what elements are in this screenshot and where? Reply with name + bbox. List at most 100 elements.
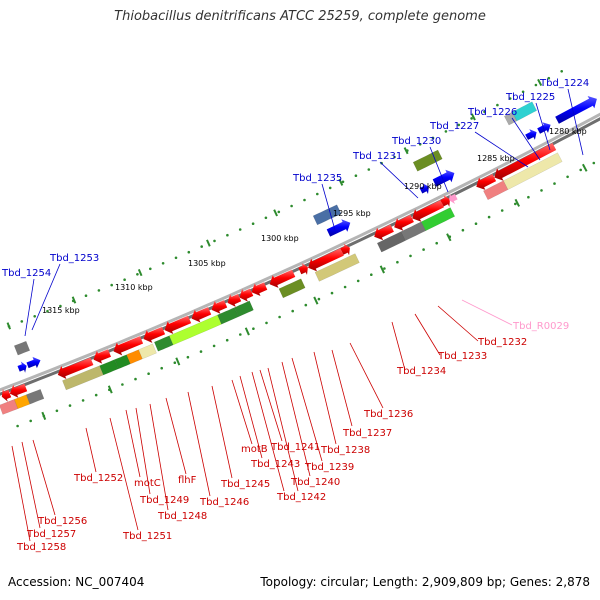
outer-dots <box>367 168 371 171</box>
major-tick <box>137 268 143 277</box>
inner-dots <box>239 333 242 336</box>
reverse-gene-label[interactable]: Tbd_1242 <box>276 492 326 503</box>
reverse-gene-arrow <box>412 200 444 222</box>
major-tick <box>175 357 181 366</box>
forward-gene-label[interactable]: Tbd_1231 <box>352 151 402 162</box>
cog-box <box>168 314 222 346</box>
reverse-gene-arrow <box>227 294 242 307</box>
cog-box <box>13 340 31 356</box>
backbone-top <box>0 112 600 392</box>
outer-dots <box>213 239 216 243</box>
outer-dots <box>33 315 36 318</box>
inner-dots <box>252 327 255 331</box>
inner-dots <box>579 168 582 172</box>
reverse-gene-arrow <box>251 282 268 296</box>
outer-dots <box>136 273 139 276</box>
outer-dots <box>46 309 49 313</box>
cog-box <box>278 278 306 299</box>
forward-gene-arrow <box>432 169 455 187</box>
reverse-gene-arrow <box>9 383 28 398</box>
forward-gene-arrow <box>537 122 551 134</box>
inner-dots <box>435 241 439 245</box>
reverse-gene-label[interactable]: Tbd_1232 <box>477 337 527 348</box>
label-leader-line <box>125 409 141 478</box>
major-tick <box>41 411 47 420</box>
cog-box <box>503 152 563 190</box>
reverse-gene-label[interactable]: Tbd_1240 <box>290 477 340 488</box>
label-leader-line <box>429 146 449 193</box>
major-tick <box>206 239 211 247</box>
reverse-gene-label[interactable]: Tbd_1252 <box>73 473 123 484</box>
inner-dots <box>409 254 412 258</box>
major-tick <box>446 233 452 242</box>
label-leader-line <box>109 417 139 531</box>
reverse-gene-label[interactable]: motB <box>241 444 268 455</box>
reverse-gene-label[interactable]: Tbd_1249 <box>139 495 189 506</box>
label-leader-line <box>85 427 97 473</box>
forward-gene-label[interactable]: Tbd_1224 <box>539 78 589 89</box>
scale-label: 1285 kbp <box>477 154 515 163</box>
reverse-gene-label[interactable]: Tbd_1243 <box>250 459 300 470</box>
reverse-gene-label[interactable]: Tbd_1241 <box>270 442 320 453</box>
inner-dots <box>160 366 163 370</box>
outer-dots <box>123 278 126 282</box>
label-leader-line <box>259 369 283 442</box>
major-tick <box>6 322 12 330</box>
forward-gene-arrow <box>326 219 351 237</box>
label-leader-line <box>313 351 337 445</box>
inner-dots <box>343 285 347 289</box>
reverse-gene-label[interactable]: Tbd_1239 <box>304 462 354 473</box>
reverse-gene-arrow <box>374 224 394 241</box>
label-leader-line <box>331 349 353 427</box>
inner-dots <box>566 175 569 179</box>
label-leader-line <box>21 441 41 529</box>
outer-dots <box>354 174 358 177</box>
reverse-gene-arrow <box>57 357 94 379</box>
reverse-gene-label[interactable]: flhF <box>178 475 197 486</box>
forward-gene-arrow <box>555 96 597 124</box>
reverse-gene-arrow <box>494 143 557 181</box>
forward-gene-label[interactable]: Tbd_1227 <box>429 121 479 132</box>
rna-gene-label[interactable]: Tbd_R0029 <box>512 321 569 332</box>
reverse-gene-label[interactable]: Tbd_1257 <box>26 529 76 540</box>
forward-gene-label[interactable]: Tbd_1230 <box>391 136 441 147</box>
label-leader-line <box>474 131 529 168</box>
major-tick <box>514 198 521 207</box>
label-leader-line <box>267 367 299 492</box>
inner-dots <box>186 355 190 359</box>
inner-dots <box>527 195 530 199</box>
label-leader-line <box>211 385 233 479</box>
forward-gene-label[interactable]: Tbd_1253 <box>49 253 99 264</box>
reverse-gene-label[interactable]: Tbd_1258 <box>16 542 66 553</box>
label-leader-line <box>281 361 311 477</box>
major-tick <box>107 385 113 394</box>
reverse-gene-label[interactable]: Tbd_1256 <box>37 516 87 527</box>
forward-gene-arrow <box>525 129 537 140</box>
inner-dots <box>147 372 150 376</box>
reverse-gene-label[interactable]: motC <box>134 478 161 489</box>
reverse-gene-label[interactable]: Tbd_1238 <box>320 445 370 456</box>
label-leader-line <box>535 102 551 151</box>
outer-dots <box>84 294 88 298</box>
reverse-gene-label[interactable]: Tbd_1245 <box>220 479 270 490</box>
reverse-gene-label[interactable]: Tbd_1236 <box>363 409 413 420</box>
inner-dots <box>225 338 229 342</box>
reverse-gene-label[interactable]: Tbd_1246 <box>199 497 249 508</box>
major-tick <box>582 163 588 172</box>
forward-gene-label[interactable]: Tbd_1225 <box>505 92 555 103</box>
inner-dots <box>81 399 85 402</box>
inner-dots <box>356 279 360 283</box>
cog-box <box>234 300 254 318</box>
reverse-gene-label[interactable]: Tbd_1251 <box>122 531 172 542</box>
forward-gene-label[interactable]: Tbd_1254 <box>1 268 51 279</box>
reverse-gene-arrow <box>143 326 166 343</box>
outer-dots <box>264 216 268 220</box>
reverse-gene-label[interactable]: Tbd_1234 <box>396 366 446 377</box>
reverse-gene-label[interactable]: Tbd_1233 <box>437 351 487 362</box>
reverse-gene-label[interactable]: Tbd_1248 <box>157 511 207 522</box>
reverse-gene-label[interactable]: Tbd_1237 <box>342 428 392 439</box>
label-leader-line <box>349 342 384 409</box>
major-tick <box>470 113 476 121</box>
forward-gene-label[interactable]: Tbd_1235 <box>292 173 342 184</box>
forward-gene-label[interactable]: Tbd_1226 <box>467 107 517 118</box>
